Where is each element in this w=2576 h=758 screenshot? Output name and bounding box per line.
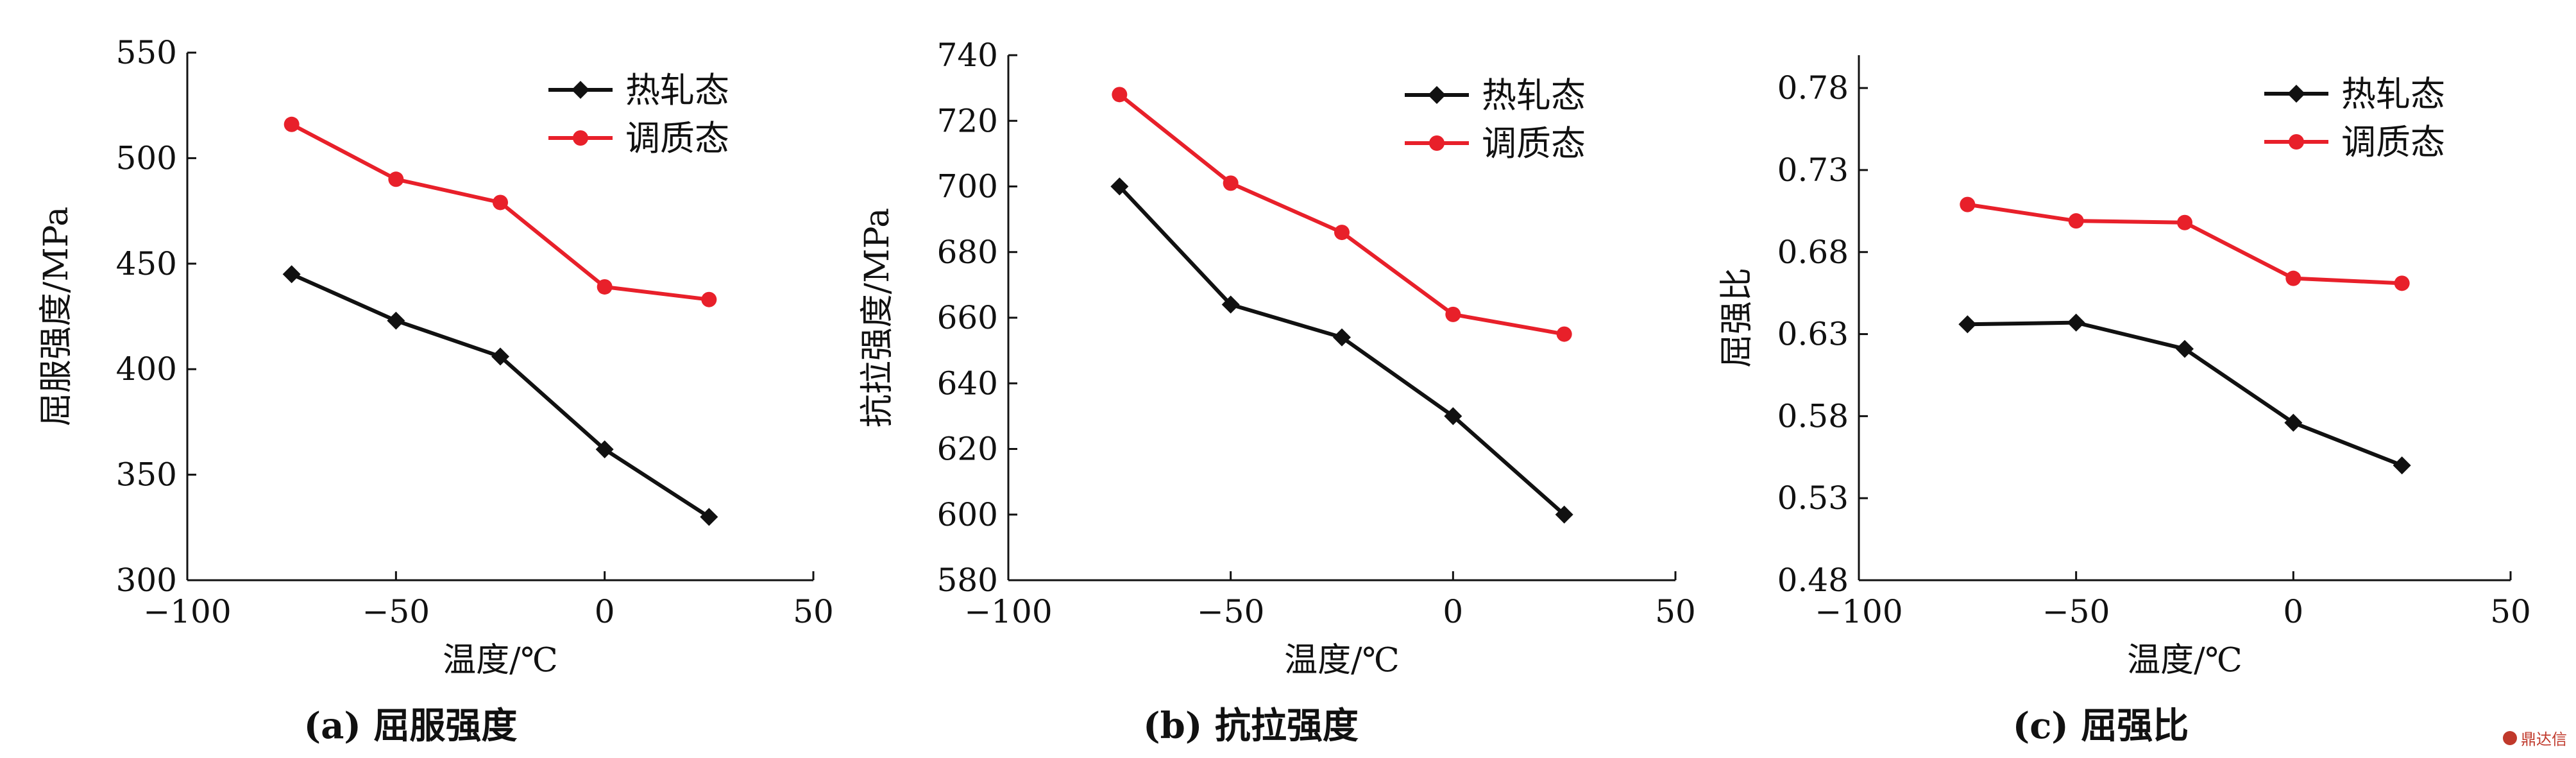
chart-panel-1: 580 600 620 640 660 680 700 720 740 −100 −50 0 50 温度/… xyxy=(858,37,1696,747)
y-tick-label: 0.78 xyxy=(1777,69,1849,107)
data-point xyxy=(1112,87,1128,103)
x-tick-label: 50 xyxy=(1655,593,1696,630)
legend-label: 热轧态 xyxy=(2341,74,2445,114)
legend-label: 调质态 xyxy=(625,118,729,159)
data-point xyxy=(597,279,613,295)
legend-label: 热轧态 xyxy=(1482,75,1586,116)
watermark: 鼎达信 xyxy=(2503,727,2567,749)
data-point xyxy=(284,116,300,132)
y-tick-label: 700 xyxy=(937,168,998,205)
x-tick-label: −50 xyxy=(362,593,430,630)
data-point xyxy=(701,291,717,307)
x-tick-label: −50 xyxy=(1197,593,1265,630)
data-point xyxy=(387,311,405,330)
y-tick-label: 0.48 xyxy=(1777,562,1849,599)
data-point xyxy=(1334,225,1350,241)
data-point xyxy=(1333,328,1351,347)
y-axis-title: 抗拉强度/MPa xyxy=(858,208,897,427)
y-axis-title: 屈强比 xyxy=(1718,268,1756,368)
x-tick-label: −100 xyxy=(1815,593,1902,630)
legend-marker xyxy=(2287,85,2305,103)
data-point xyxy=(1445,306,1461,322)
chart-panel-2: 0.48 0.53 0.58 0.63 0.68 0.73 0.78 −100 −50 0 50 温度… xyxy=(1718,55,2531,747)
data-point xyxy=(2284,413,2303,432)
x-axis-title: 温度/℃ xyxy=(443,641,558,680)
data-point xyxy=(1110,177,1129,196)
chart-caption: (b) 抗拉强度 xyxy=(1143,705,1359,747)
data-point xyxy=(388,171,404,187)
y-tick-label: 0.68 xyxy=(1777,234,1849,271)
y-tick-label: 400 xyxy=(116,350,177,388)
data-point xyxy=(1556,326,1572,342)
y-tick-label: 550 xyxy=(116,34,177,71)
logo-icon xyxy=(2503,730,2517,745)
y-tick-label: 580 xyxy=(937,562,998,599)
legend-label: 调质态 xyxy=(1482,123,1586,164)
y-tick-label: 680 xyxy=(937,234,998,271)
data-point xyxy=(1960,196,1976,212)
y-tick-label: 720 xyxy=(937,102,998,139)
legend-marker xyxy=(1429,135,1445,151)
legend-marker xyxy=(572,81,589,99)
y-tick-label: 0.58 xyxy=(1777,397,1849,435)
legend-marker xyxy=(2289,134,2304,150)
x-axis-title: 温度/℃ xyxy=(2127,641,2242,680)
chart-caption: (c) 屈强比 xyxy=(2013,705,2189,747)
data-point xyxy=(2177,214,2192,230)
data-point xyxy=(1555,505,1573,524)
legend-marker xyxy=(1428,86,1446,104)
data-point xyxy=(1223,175,1239,191)
series-line-0 xyxy=(291,272,710,519)
data-point xyxy=(2285,270,2301,286)
y-tick-label: 500 xyxy=(116,139,177,177)
y-tick-label: 600 xyxy=(937,496,998,533)
chart-panel-0: 300 350 400 450 500 550 −100 −50 0 50 温度/℃ 屈服强度/MPa… xyxy=(37,34,834,747)
data-point xyxy=(2067,313,2085,332)
legend-label: 热轧态 xyxy=(625,70,729,110)
legend-marker xyxy=(573,130,588,146)
data-point xyxy=(2394,275,2410,291)
data-point xyxy=(491,347,509,366)
y-tick-label: 350 xyxy=(116,456,177,494)
y-axis-title: 屈服强度/MPa xyxy=(37,207,76,426)
data-point xyxy=(2393,456,2411,475)
y-tick-label: 0.73 xyxy=(1777,151,1849,189)
y-tick-label: 450 xyxy=(116,245,177,282)
x-tick-label: −100 xyxy=(143,593,231,630)
x-tick-label: 0 xyxy=(1443,593,1463,630)
x-tick-label: 0 xyxy=(2283,593,2303,630)
x-tick-label: 0 xyxy=(595,593,615,630)
x-tick-label: 50 xyxy=(2490,593,2531,630)
y-tick-label: 0.53 xyxy=(1777,479,1849,517)
y-tick-label: 300 xyxy=(116,562,177,599)
data-point xyxy=(595,440,614,459)
legend-label: 调质态 xyxy=(2341,122,2445,162)
y-tick-label: 640 xyxy=(937,365,998,402)
chart-caption: (a) 屈服强度 xyxy=(304,705,518,747)
data-point xyxy=(2068,213,2084,229)
x-axis-title: 温度/℃ xyxy=(1284,641,1400,680)
y-tick-label: 620 xyxy=(937,431,998,468)
x-tick-label: −50 xyxy=(2042,593,2110,630)
watermark-text: 鼎达信 xyxy=(2521,730,2567,748)
data-point xyxy=(1958,315,1977,334)
data-point xyxy=(1444,407,1462,426)
y-tick-label: 740 xyxy=(937,37,998,74)
data-point xyxy=(2176,340,2194,358)
x-tick-label: −100 xyxy=(964,593,1052,630)
data-point xyxy=(700,508,718,526)
x-tick-label: 50 xyxy=(793,593,834,630)
data-point xyxy=(493,194,508,211)
data-point xyxy=(1221,295,1240,314)
y-tick-label: 0.63 xyxy=(1777,316,1849,353)
data-point xyxy=(282,265,301,284)
y-tick-label: 660 xyxy=(937,299,998,336)
